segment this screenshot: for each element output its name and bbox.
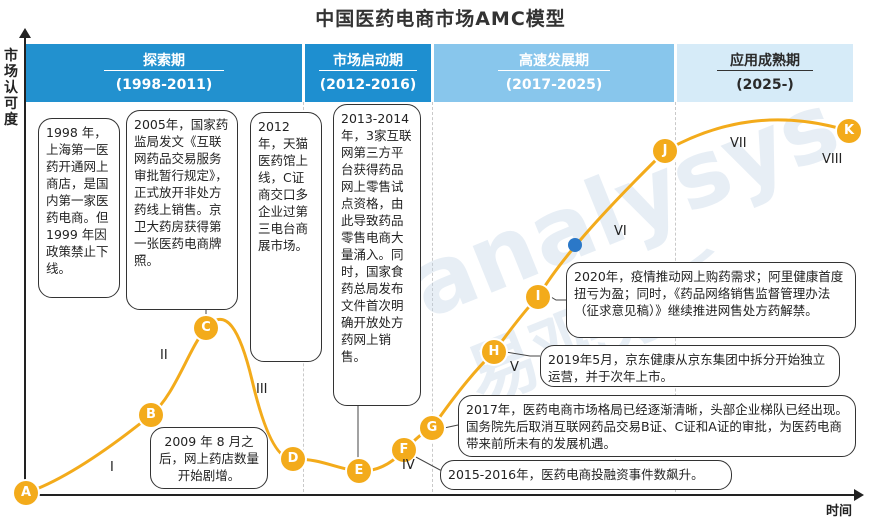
note-1998: 1998 年，上海第一医药开通网上商店，是国内第一家医药电商。但 1999 年因… xyxy=(38,118,120,298)
y-axis-arrow xyxy=(19,28,31,38)
note-2015: 2015-2016年，医药电商投融资事件数飙升。 xyxy=(440,460,732,490)
point-marker-d: D xyxy=(281,447,305,471)
point-marker-j: J xyxy=(653,139,677,163)
phase-years: (2012-2016) xyxy=(319,77,417,93)
point-marker-b: B xyxy=(139,403,163,427)
inflection-dot xyxy=(568,238,582,252)
stage-numeral: VII xyxy=(730,136,747,151)
point-marker-e: E xyxy=(347,459,371,483)
connector xyxy=(505,351,540,357)
phase-band-growth: 高速发展期 (2017-2025) xyxy=(434,44,674,102)
phase-underline xyxy=(717,70,813,71)
phase-name: 高速发展期 xyxy=(519,53,589,69)
phase-name: 探索期 xyxy=(143,53,185,69)
phase-years: (1998-2011) xyxy=(115,77,213,93)
y-axis-label: 市场认可度 xyxy=(4,48,18,128)
note-2012: 2012年，天猫医药馆上线，C证商交口多企业过第三电台商展市场。 xyxy=(250,112,322,362)
phase-years: (2025-) xyxy=(736,77,794,93)
x-axis-arrow xyxy=(854,489,864,501)
phase-years: (2017-2025) xyxy=(505,77,603,93)
phase-name: 市场启动期 xyxy=(333,53,403,69)
stage-numeral: I xyxy=(110,460,114,475)
phase-underline xyxy=(104,70,224,71)
point-marker-k: K xyxy=(837,119,861,143)
x-axis-line xyxy=(24,494,856,496)
stage-numeral: V xyxy=(510,360,519,375)
phase-band-launch: 市场启动期 (2012-2016) xyxy=(305,44,431,102)
stage-numeral: IV xyxy=(402,458,415,473)
phase-underline xyxy=(319,70,417,71)
connector xyxy=(443,424,459,429)
phase-divider xyxy=(432,102,433,492)
note-2005: 2005年，国家药监局发文《互联网药品交易服务审批暂行规定》，正式放开非处方药线… xyxy=(126,110,238,310)
point-marker-c: C xyxy=(194,316,218,340)
point-marker-i: I xyxy=(526,285,550,309)
note-2009: 2009 年 8 月之后，网上药店数量开始剧增。 xyxy=(150,427,268,489)
note-2020: 2020年，疫情推动网上购药需求；阿里健康首度扭亏为盈；同时，《药品网络销售监督… xyxy=(566,262,856,338)
connector xyxy=(550,296,566,301)
y-axis-line xyxy=(24,36,26,496)
point-marker-a: A xyxy=(14,481,38,505)
point-marker-h: H xyxy=(482,340,506,364)
point-marker-g: G xyxy=(420,416,444,440)
note-2013: 2013-2014年，3家互联网第三方平台获得药品网上零售试点资格，由此导致药品… xyxy=(333,104,421,406)
note-2019: 2019年5月，京东健康从京东集团中拆分开始独立运营，并于次年上市。 xyxy=(540,345,840,387)
stage-numeral: VI xyxy=(614,224,627,239)
stage-numeral: VIII xyxy=(822,152,843,167)
chart-title: 中国医药电商市场AMC模型 xyxy=(315,8,566,30)
point-marker-f: F xyxy=(392,438,416,462)
phase-name: 应用成熟期 xyxy=(730,53,800,69)
phase-band-exploration: 探索期 (1998-2011) xyxy=(26,44,302,102)
phase-band-mature: 应用成熟期 (2025-) xyxy=(677,44,853,102)
amc-curve xyxy=(24,118,851,495)
stage-numeral: II xyxy=(160,348,168,363)
note-2017: 2017年，医药电商市场格局已经逐渐清晰，头部企业梯队已经出现。国务院先后取消互… xyxy=(458,395,856,457)
x-axis-label: 时间 xyxy=(826,504,853,519)
stage-numeral: III xyxy=(256,382,268,397)
phase-underline xyxy=(498,70,610,71)
